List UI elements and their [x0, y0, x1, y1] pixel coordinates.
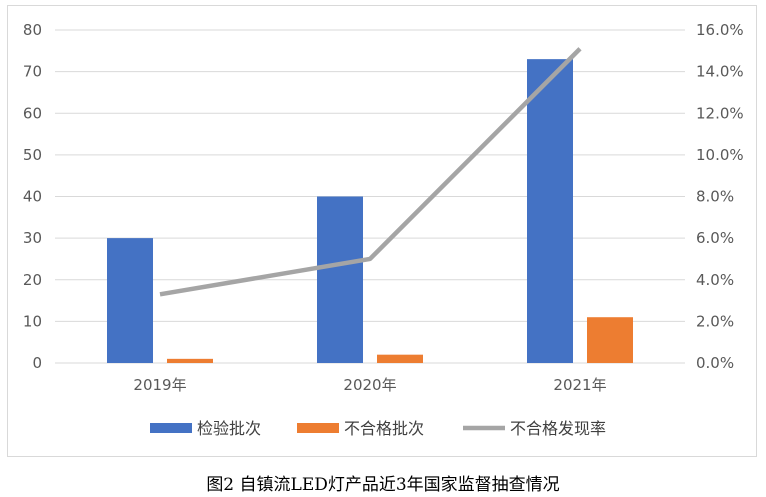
figure-caption: 图2 自镇流LED灯产品近3年国家监督抽查情况 — [206, 475, 560, 495]
bar-inspected — [317, 196, 363, 363]
y-right-tick-label: 0.0% — [696, 354, 734, 372]
chart-frame — [7, 5, 757, 457]
bar-failed — [587, 317, 633, 363]
y-right-tick-label: 10.0% — [696, 146, 744, 164]
x-tick-label: 2019年 — [133, 376, 186, 394]
legend-label: 检验批次 — [197, 419, 261, 438]
bar-inspected — [527, 59, 573, 363]
x-tick-label: 2020年 — [343, 376, 396, 394]
y-left-tick-label: 0 — [32, 354, 42, 372]
legend-label: 不合格发现率 — [510, 419, 606, 438]
bar-failed — [377, 354, 423, 363]
line-failure-rate — [159, 47, 582, 297]
y-right-tick-label: 12.0% — [696, 104, 744, 122]
y-left-tick-label: 40 — [23, 188, 42, 206]
y-right-tick-label: 14.0% — [696, 63, 744, 81]
y-left-tick-label: 80 — [23, 21, 42, 39]
legend-label: 不合格批次 — [344, 419, 424, 438]
y-right-tick-label: 2.0% — [696, 312, 734, 330]
bar-inspected — [107, 238, 153, 363]
y-right-tick-label: 6.0% — [696, 229, 734, 247]
y-right-tick-label: 16.0% — [696, 21, 744, 39]
legend-swatch — [150, 423, 192, 433]
legend-swatch — [297, 423, 339, 433]
y-left-tick-label: 70 — [23, 63, 42, 81]
y-left-tick-label: 20 — [23, 271, 42, 289]
y-right-tick-label: 8.0% — [696, 188, 734, 206]
y-left-tick-label: 30 — [23, 229, 42, 247]
y-left-tick-label: 60 — [23, 104, 42, 122]
y-left-tick-label: 50 — [23, 146, 42, 164]
x-tick-label: 2021年 — [553, 376, 606, 394]
y-left-tick-label: 10 — [23, 312, 42, 330]
y-right-tick-label: 4.0% — [696, 271, 734, 289]
bar-failed — [167, 358, 213, 363]
